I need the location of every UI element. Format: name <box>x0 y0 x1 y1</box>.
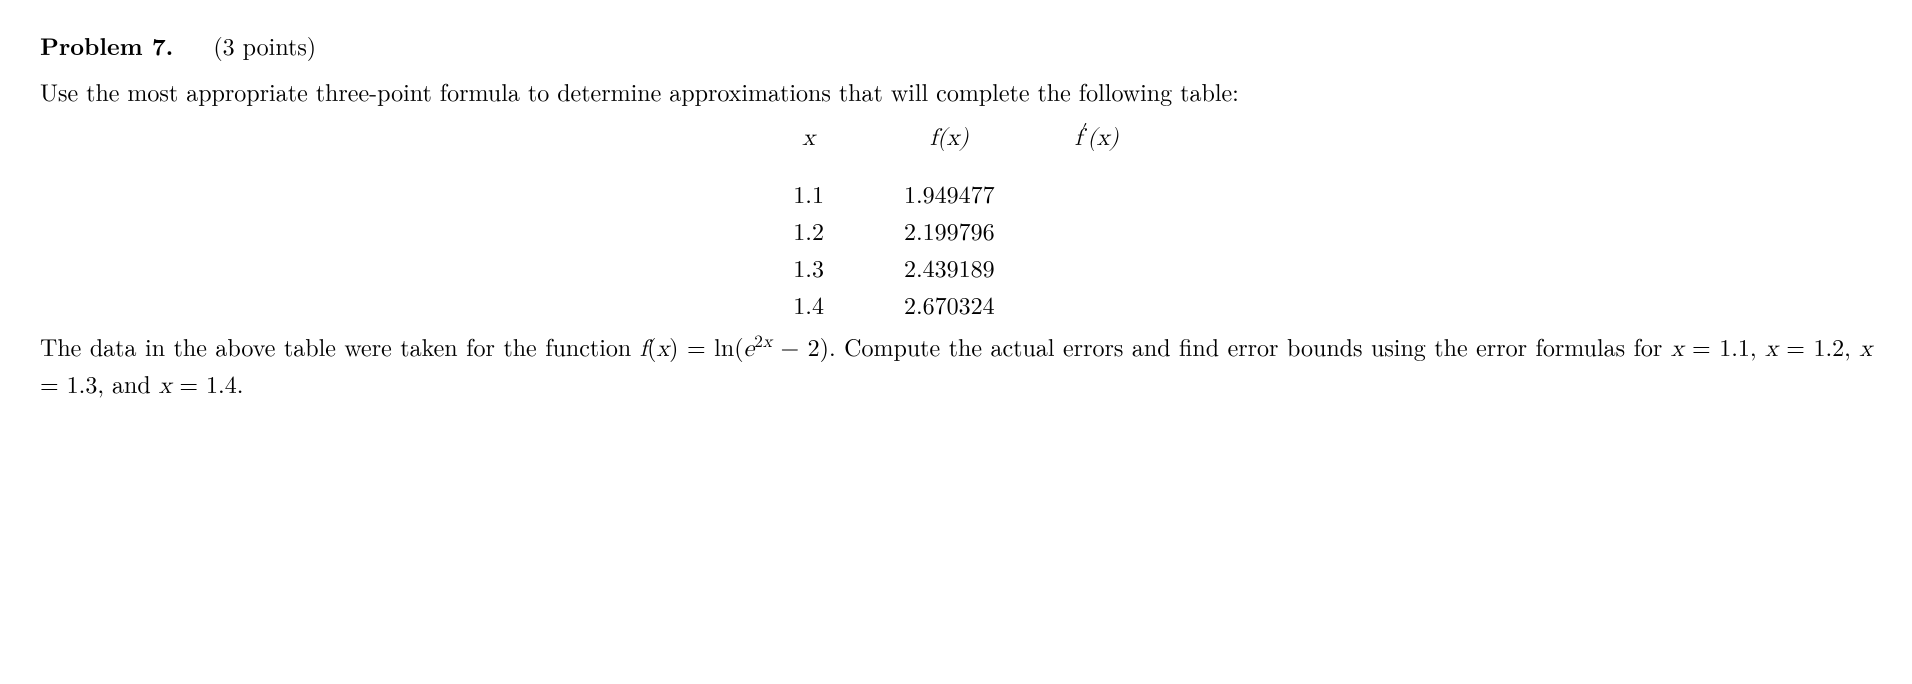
footer-exp-2: 2 <box>754 329 763 353</box>
cell-fx: 2.439189 <box>864 249 1035 286</box>
table-header-row: x f(x) f′(x) <box>753 117 1158 176</box>
footer-x3-val: = 1.3, and <box>40 366 159 400</box>
footer-exp-x: x <box>763 334 772 351</box>
col-header-fx: f(x) <box>864 117 1035 176</box>
footer-x3-var: x <box>1859 337 1872 361</box>
cell-fx: 2.199796 <box>864 212 1035 249</box>
data-table: x f(x) f′(x) 1.1 1.949477 1.2 2.199796 1… <box>753 117 1158 323</box>
header-fx-x: x <box>947 126 960 150</box>
table-row: 1.4 2.670324 <box>753 286 1158 323</box>
col-header-x: x <box>753 117 864 176</box>
cell-fpx <box>1035 175 1159 212</box>
footer-x1-val: = 1.1, <box>1684 329 1766 363</box>
cell-x: 1.1 <box>753 175 864 212</box>
cell-fpx <box>1035 249 1159 286</box>
cell-fpx <box>1035 286 1159 323</box>
footer-x2-var: x <box>1765 337 1778 361</box>
footer-text: The data in the above table were taken f… <box>40 329 1872 405</box>
footer-tail: − 2). Compute the actual errors and find… <box>772 329 1671 363</box>
table-row: 1.1 1.949477 <box>753 175 1158 212</box>
header-fpx-x: x <box>1097 126 1110 150</box>
footer-x: x <box>656 337 669 361</box>
problem-label: Problem 7. <box>40 29 173 63</box>
cell-x: 1.4 <box>753 286 864 323</box>
cell-x: 1.2 <box>753 212 864 249</box>
footer-e: e <box>744 337 755 361</box>
footer-x4-var: x <box>159 374 172 398</box>
header-x-var: x <box>802 126 815 150</box>
footer-x4-val: = 1.4. <box>171 366 243 400</box>
footer-x1-var: x <box>1671 337 1684 361</box>
cell-fx: 1.949477 <box>864 175 1035 212</box>
table-body: 1.1 1.949477 1.2 2.199796 1.3 2.439189 1… <box>753 175 1158 322</box>
cell-fpx <box>1035 212 1159 249</box>
cell-x: 1.3 <box>753 249 864 286</box>
table-row: 1.2 2.199796 <box>753 212 1158 249</box>
cell-fx: 2.670324 <box>864 286 1035 323</box>
footer-prefix: The data in the above table were taken f… <box>40 329 640 363</box>
table-row: 1.3 2.439189 <box>753 249 1158 286</box>
instruction-text: Use the most appropriate three-point for… <box>40 74 1872 109</box>
footer-x2-val: = 1.2, <box>1778 329 1860 363</box>
footer-eq: ) = ln( <box>669 329 743 363</box>
header-fpx-f: f <box>1075 126 1082 150</box>
problem-points: (3 points) <box>213 28 316 62</box>
problem-header: Problem 7. (3 points) <box>40 28 1872 64</box>
col-header-fpx: f′(x) <box>1035 117 1159 176</box>
